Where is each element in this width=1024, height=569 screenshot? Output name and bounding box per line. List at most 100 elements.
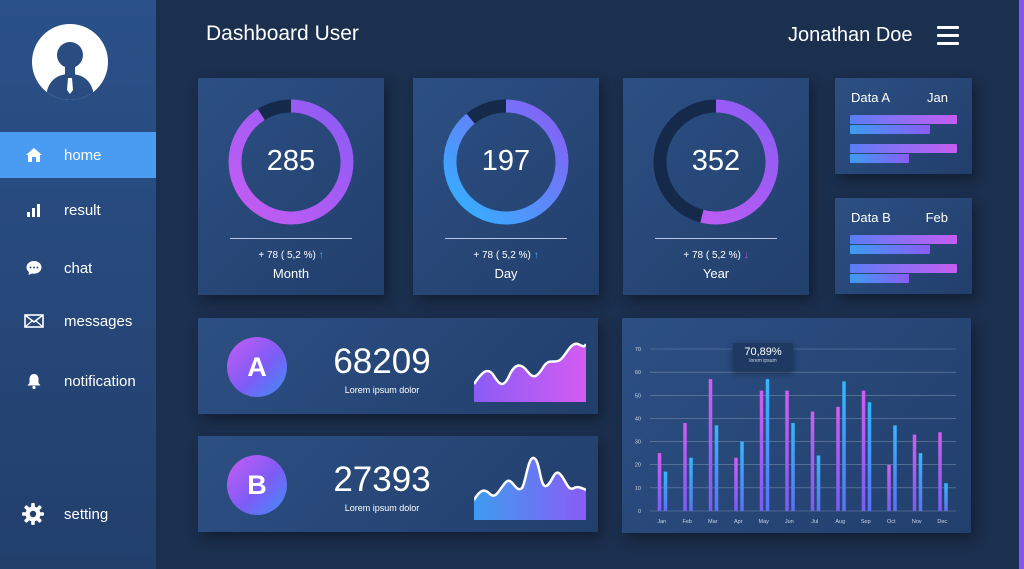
- bar-series-1: [785, 390, 789, 511]
- bar-series-1: [912, 434, 917, 511]
- hbar: [850, 235, 957, 244]
- y-tick-label: 50: [635, 393, 641, 399]
- bar-series-1: [708, 379, 713, 511]
- sidebar-item-label: notification: [64, 372, 136, 390]
- bar-series-1: [657, 453, 662, 511]
- bar-card-data-a: Data A Jan: [835, 78, 972, 174]
- stat-value: 68209: [333, 342, 431, 381]
- x-tick-label: Nov: [912, 519, 922, 525]
- change-text: + 78 ( 5,2 %): [473, 250, 531, 261]
- x-tick-label: Jan: [657, 519, 666, 525]
- user-silhouette-icon: [46, 42, 94, 100]
- bar-series-2: [918, 453, 923, 511]
- bar-series-2: [816, 455, 821, 511]
- donut-change: + 78 ( 5,2 %) ↑: [198, 250, 384, 261]
- y-tick-label: 30: [635, 440, 641, 446]
- sidebar-item-messages[interactable]: messages: [0, 298, 156, 344]
- donut-card-month: 285 + 78 ( 5,2 %) ↑ Month: [198, 78, 384, 295]
- wave-graphic: [474, 456, 586, 520]
- hbar: [850, 154, 909, 163]
- hbar: [850, 245, 931, 254]
- arrow-up-icon: ↑: [318, 250, 324, 261]
- bar-series-1: [938, 432, 942, 511]
- stat-value: 27393: [333, 460, 431, 499]
- x-tick-label: Sep: [861, 519, 871, 525]
- sidebar-item-setting[interactable]: setting: [0, 491, 156, 537]
- donut-change: + 78 ( 5,2 %) ↑: [413, 250, 599, 261]
- sidebar: home result chat messages notification: [0, 0, 156, 569]
- sidebar-item-notification[interactable]: notification: [0, 358, 156, 404]
- home-icon: [24, 145, 44, 165]
- donut-value: 352: [691, 145, 741, 177]
- bar-series-1: [683, 423, 687, 511]
- page-title: Dashboard User: [206, 22, 359, 45]
- donut-label: Year: [702, 266, 730, 281]
- tooltip-value: 70,89%: [744, 346, 782, 358]
- stat-badge: A: [227, 337, 287, 397]
- envelope-icon: [24, 311, 44, 331]
- arrow-up-icon: ↑: [533, 250, 539, 261]
- stat-subtitle: Lorem ipsum dolor: [344, 385, 420, 395]
- donut-value: 197: [481, 145, 531, 177]
- y-tick-label: 60: [635, 370, 641, 376]
- hamburger-menu-icon[interactable]: [937, 26, 959, 46]
- donut-chart: [228, 99, 354, 225]
- user-name[interactable]: Jonathan Doe: [788, 24, 913, 46]
- sidebar-item-chat[interactable]: chat: [0, 245, 156, 291]
- bar-series-1: [887, 464, 891, 511]
- donut-arc: [443, 99, 569, 225]
- bar-series-2: [765, 379, 770, 511]
- bar-series-1: [759, 390, 764, 511]
- sidebar-item-home[interactable]: home: [0, 132, 156, 178]
- arrow-down-icon: ↓: [743, 250, 749, 261]
- donut-arc: [228, 99, 354, 225]
- right-edge-accent: [1019, 0, 1024, 569]
- bar-series-2: [740, 441, 744, 511]
- donut-label: Day: [494, 266, 518, 281]
- stat-subtitle: Lorem ipsum dolor: [344, 503, 420, 513]
- tooltip-subtitle: lorem ipsum: [749, 358, 777, 364]
- donut-arc: [653, 99, 779, 225]
- bell-icon: [24, 371, 44, 391]
- stat-card-a: A 68209 Lorem ipsum dolor: [198, 318, 598, 414]
- bar-card-label: Data A: [851, 90, 891, 105]
- bar-card-data-b: Data B Feb: [835, 198, 972, 294]
- bar-series-1: [810, 411, 815, 511]
- bar-chart-icon: [24, 200, 44, 220]
- gear-icon: [21, 502, 45, 526]
- hbar: [850, 144, 957, 153]
- x-tick-label: Aug: [835, 519, 845, 525]
- divider: [655, 238, 777, 239]
- bar-series-2: [689, 457, 693, 511]
- x-tick-label: Apr: [734, 519, 743, 525]
- sidebar-item-label: chat: [64, 259, 93, 277]
- y-tick-label: 40: [635, 416, 641, 422]
- sidebar-item-label: result: [64, 201, 101, 219]
- y-tick-label: 10: [635, 486, 641, 492]
- divider: [445, 238, 567, 239]
- y-tick-label: 20: [635, 463, 641, 469]
- sidebar-item-result[interactable]: result: [0, 187, 156, 233]
- donut-value: 285: [266, 145, 316, 177]
- x-tick-label: May: [759, 519, 770, 525]
- wave-graphic: [474, 342, 586, 402]
- stat-badge: B: [227, 455, 287, 515]
- change-text: + 78 ( 5,2 %): [683, 250, 741, 261]
- bar-series-2: [893, 425, 897, 511]
- donut-label: Month: [272, 266, 310, 281]
- bar-card-month: Feb: [925, 210, 948, 225]
- x-tick-label: Dec: [937, 519, 947, 525]
- bar-chart-card: 0 10 20 30 40 50 60 70 Jan Feb Mar Apr May Jun Jul Aug S…: [622, 318, 971, 533]
- hbar: [850, 125, 931, 134]
- avatar[interactable]: [32, 24, 108, 100]
- hbar: [850, 264, 957, 273]
- x-tick-label: Jun: [785, 519, 794, 525]
- stat-card-b: B 27393 Lorem ipsum dolor: [198, 436, 598, 532]
- hbar: [850, 115, 957, 124]
- bar-series-2: [714, 425, 719, 511]
- bar-series-2: [867, 402, 872, 511]
- bar-series-1: [861, 390, 866, 511]
- hbar: [850, 274, 909, 283]
- bar-card-label: Data B: [851, 210, 891, 225]
- bar-series-2: [791, 423, 795, 511]
